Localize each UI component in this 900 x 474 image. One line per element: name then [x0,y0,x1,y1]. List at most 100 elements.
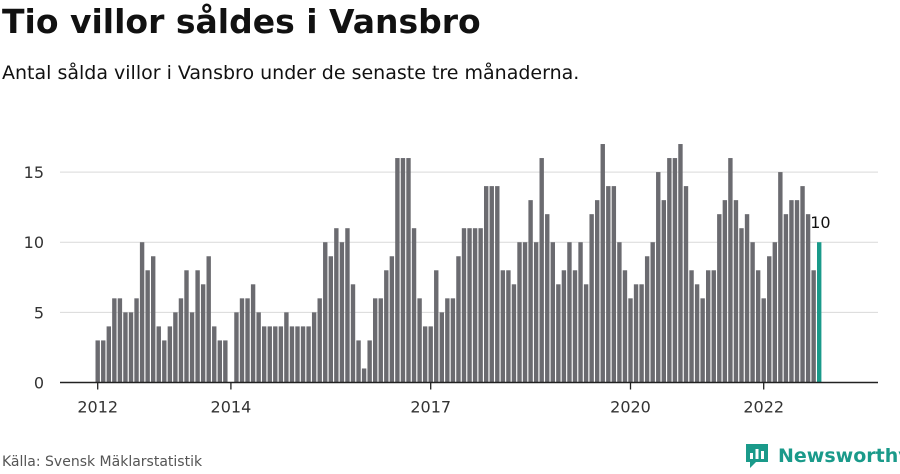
bar [395,158,400,383]
chart-title: Tio villor såldes i Vansbro [2,2,481,41]
bar [533,242,539,383]
bar [578,242,583,383]
brand-name: Newsworthy [778,445,900,467]
bar [456,256,461,383]
bar [367,340,372,383]
highlight-value-label: 10 [810,213,830,232]
bar [128,312,134,383]
bar [489,186,494,383]
bar [173,312,178,383]
bar [262,326,267,383]
source-note: Källa: Svensk Mäklarstatistik [2,454,203,470]
bar [694,284,700,383]
bar [711,270,716,383]
bar [683,186,689,383]
bar [139,242,145,383]
bar [556,284,561,383]
bar [411,228,417,383]
y-tick-label: 5 [34,303,44,322]
bar [250,284,256,383]
bar [361,368,367,383]
chart-subtitle: Antal sålda villor i Vansbro under de se… [2,62,580,84]
bar [478,228,483,383]
bar-highlight [817,242,822,383]
bar [117,298,123,383]
bar [600,144,605,383]
bar [256,312,261,383]
bar [511,284,517,383]
bar [184,270,189,383]
bar [728,158,733,383]
bar [583,284,589,383]
bar [678,144,683,383]
x-tick-label: 2017 [410,398,451,417]
brand-logo[interactable]: Newsworthy [744,442,900,470]
bar [672,158,678,383]
bar [811,270,816,383]
bar [467,228,472,383]
bar [223,340,228,383]
bar [206,256,211,383]
x-tick-label: 2012 [77,398,118,417]
bar [628,298,633,383]
bar [517,242,522,383]
bar [439,312,444,383]
bar [650,242,655,383]
bar [561,270,567,383]
y-tick-label: 0 [34,374,44,393]
bar [356,340,361,383]
bar [328,256,333,383]
bar [733,200,739,383]
bar [267,326,272,383]
bar [112,298,117,383]
bar [656,172,661,383]
bar [689,270,694,383]
bar [106,326,111,383]
bar [289,326,295,383]
bar [339,242,345,383]
bar [145,270,150,383]
bar [278,326,284,383]
bar [706,270,711,383]
bar [772,242,777,383]
bars [95,144,822,383]
bar [151,256,156,383]
bar [495,186,500,383]
bar [323,242,328,383]
bar [739,228,744,383]
bar [567,242,572,383]
bar [123,312,128,383]
bar [300,326,306,383]
bar [744,214,750,383]
bar [789,200,794,383]
bar [778,172,783,383]
bar [461,228,467,383]
axes [60,381,878,390]
bar [217,340,222,383]
bar [284,312,289,383]
bar [273,326,278,383]
bar [178,298,184,383]
bar [373,298,378,383]
bar [189,312,195,383]
labels: 0 5 10 15 2012 2014 2017 2020 2022 10 [24,163,831,416]
bar [595,200,600,383]
bar [750,242,755,383]
bar [195,270,200,383]
y-tick-label: 10 [24,233,44,252]
bar [572,270,578,383]
bar [639,284,644,383]
bar [667,158,672,383]
bar [783,214,789,383]
bar [528,200,533,383]
bar [400,158,406,383]
bar [239,298,245,383]
bar [550,242,555,383]
bar [212,326,217,383]
bar [434,270,439,383]
x-tick-label: 2020 [610,398,651,417]
bar [200,284,206,383]
bar [522,242,528,383]
bar [445,298,450,383]
bar [506,270,511,383]
